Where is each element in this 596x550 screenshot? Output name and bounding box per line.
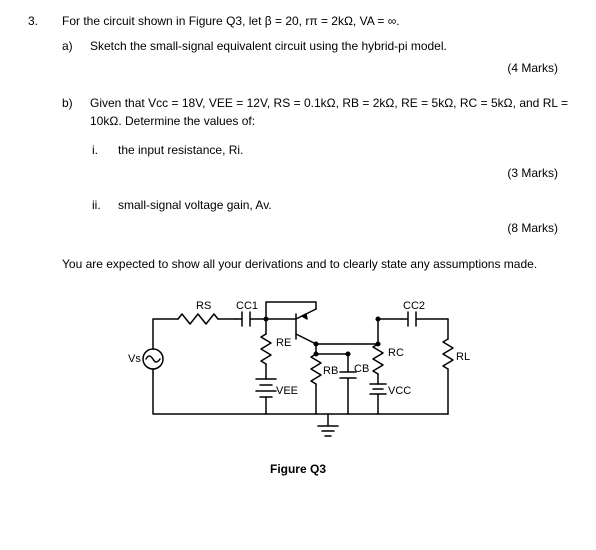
part-b-i-label: i. [90,141,118,160]
part-b-i-marks: (3 Marks) [62,164,568,183]
label-cb: CB [354,363,369,375]
part-b: b) Given that Vcc = 18V, VEE = 12V, RS =… [28,88,568,274]
label-rc: RC [388,347,404,359]
circuit-svg: RS CC1 CC2 RE RB CB RC RL Vs VEE VCC [118,294,478,444]
figure-caption: Figure Q3 [28,460,568,479]
part-a-text: Sketch the small-signal equivalent circu… [90,37,568,56]
label-rl: RL [456,351,470,363]
label-rb: RB [323,365,338,377]
label-cc1: CC1 [236,300,258,312]
part-b-i-text: the input resistance, Ri. [118,141,568,160]
question-stem: For the circuit shown in Figure Q3, let … [62,12,568,31]
expectation-text: You are expected to show all your deriva… [62,255,568,274]
part-b-ii-label: ii. [90,196,118,215]
part-b-label: b) [62,94,90,131]
label-vs: Vs [128,353,141,365]
part-a-marks: (4 Marks) [62,59,568,78]
label-vee: VEE [276,385,298,397]
label-re: RE [276,337,291,349]
label-vcc: VCC [388,385,411,397]
part-b-ii-text: small-signal voltage gain, Av. [118,196,568,215]
label-rs: RS [196,300,211,312]
part-b-text: Given that Vcc = 18V, VEE = 12V, RS = 0.… [90,94,568,131]
label-cc2: CC2 [403,300,425,312]
question-row: 3. For the circuit shown in Figure Q3, l… [28,12,568,31]
part-b-ii-marks: (8 Marks) [62,219,568,238]
figure-q3: RS CC1 CC2 RE RB CB RC RL Vs VEE VCC Fig… [28,294,568,478]
part-a: a) Sketch the small-signal equivalent ci… [28,31,568,78]
page: 3. For the circuit shown in Figure Q3, l… [0,0,596,478]
question-number: 3. [28,12,62,31]
part-a-label: a) [62,37,90,56]
